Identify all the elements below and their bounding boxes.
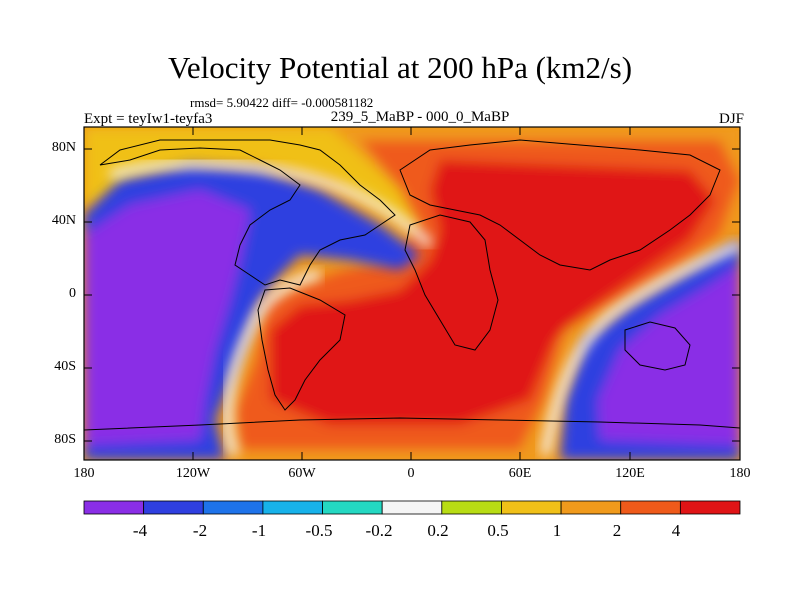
- coastline-africa: [404, 214, 499, 351]
- season-label: DJF: [718, 111, 744, 127]
- map-frame: [83, 126, 741, 461]
- velocity-potential-field: [84, 127, 740, 460]
- colorbar-box: [262, 500, 323, 515]
- colorbar-label: 0.2: [427, 521, 449, 540]
- colorbar-label: -4: [132, 521, 148, 540]
- lon-tick-label: 120W: [175, 466, 211, 481]
- colorbar-box: [620, 500, 681, 515]
- lon-tick-label: 120E: [615, 466, 645, 481]
- lon-tick-label: 60E: [508, 466, 532, 481]
- lon-tick-label: 180: [73, 466, 95, 481]
- colorbar-label: 1: [552, 521, 562, 540]
- contour-band-strong-negative-west: [84, 190, 250, 445]
- colorbar-label: 0.5: [487, 521, 509, 540]
- plot-title: Velocity Potential at 200 hPa (km2/s): [167, 50, 633, 85]
- neutral-band-north: [108, 159, 433, 248]
- coastline-south-america: [257, 287, 346, 411]
- colorbar-label: -1: [251, 521, 267, 540]
- coastline-eurasia: [399, 139, 721, 271]
- lon-tick-label: 180: [729, 466, 751, 481]
- lat-tick-label: 0: [69, 286, 76, 301]
- colorbar-label: 4: [671, 521, 681, 540]
- axis-ticks: [83, 127, 741, 460]
- coastline-antarctica: [84, 417, 740, 431]
- period-difference-label: 239_5_MaBP - 000_0_MaBP: [330, 109, 510, 125]
- coastline-australia: [624, 321, 691, 371]
- neutral-band-indo-pacific: [540, 240, 740, 456]
- rmsd-diff-stats: rmsd= 5.90422 diff= -0.000581182: [190, 95, 374, 110]
- lon-tick-label: 60W: [288, 466, 316, 481]
- colorbar-box: [322, 500, 383, 515]
- coastline-north-america: [99, 139, 396, 286]
- experiment-label: Expt = teyIw1-teyfa3: [84, 111, 213, 127]
- colorbar: [83, 500, 741, 515]
- colorbar-box: [501, 500, 562, 515]
- colorbar-label: -0.2: [365, 521, 393, 540]
- colorbar-box: [679, 500, 741, 515]
- lat-tick-label: 80N: [51, 140, 76, 155]
- lat-tick-label: 80S: [54, 432, 76, 447]
- colorbar-label: 2: [612, 521, 622, 540]
- colorbar-box: [441, 500, 502, 515]
- contour-band-positive-3: [270, 160, 715, 425]
- colorbar-label: -0.5: [305, 521, 333, 540]
- neutral-band-south-america: [223, 269, 322, 457]
- lon-tick-label: 0: [407, 466, 415, 481]
- colorbar-box: [202, 500, 264, 515]
- lat-tick-label: 40S: [54, 359, 76, 374]
- colorbar-box: [143, 500, 204, 515]
- coastlines: [84, 139, 740, 431]
- colorbar-label: -2: [192, 521, 208, 540]
- lat-tick-label: 40N: [51, 213, 76, 228]
- colorbar-box: [560, 500, 622, 515]
- colorbar-box: [83, 500, 145, 515]
- colorbar-box: [381, 500, 443, 515]
- contour-band-weak-positive-north: [84, 127, 420, 230]
- contour-band-strong-negative-east: [598, 265, 740, 445]
